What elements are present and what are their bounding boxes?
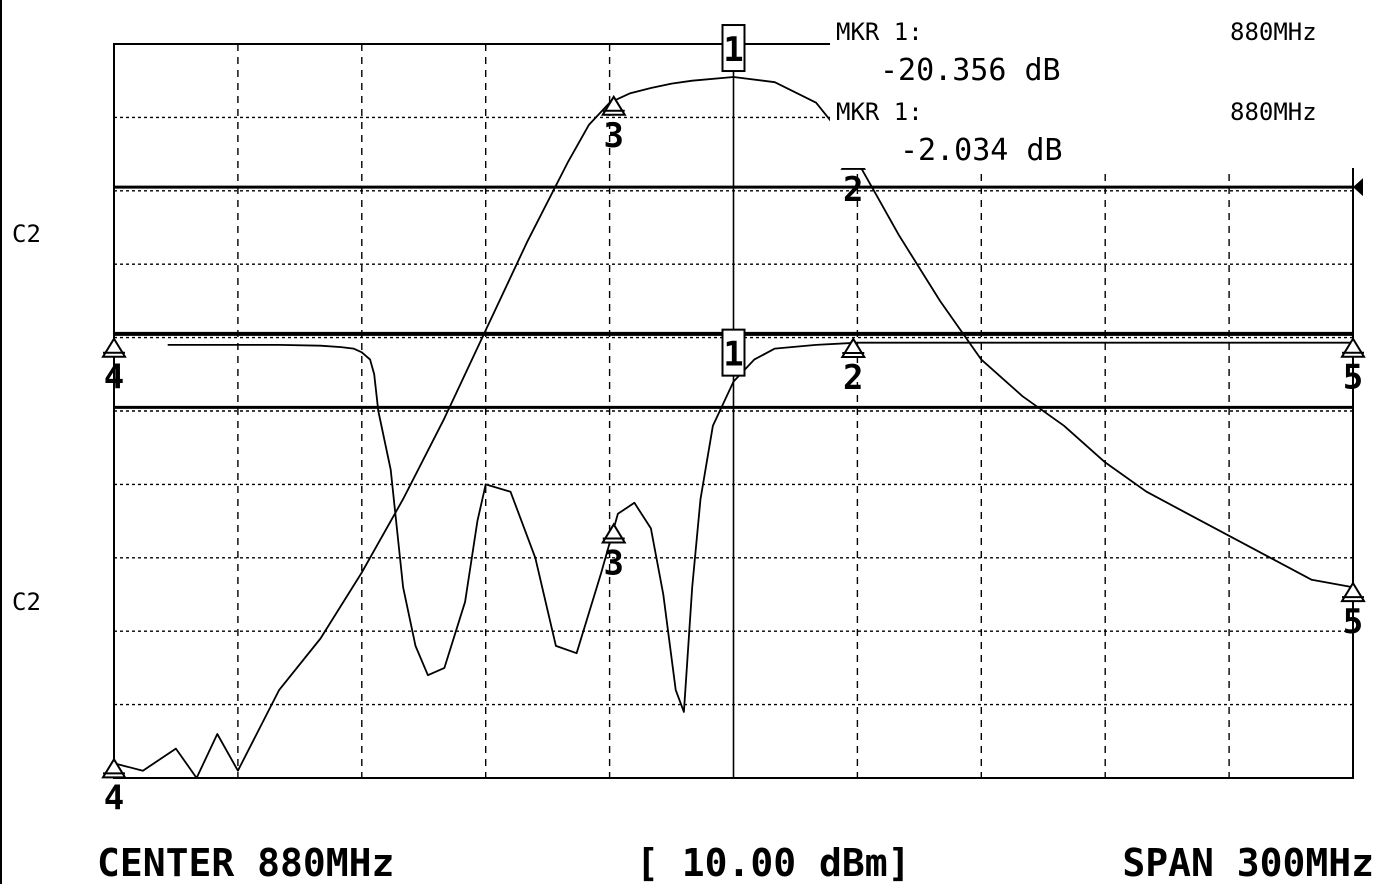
marker-box xyxy=(721,328,746,377)
marker-2-reflection: 2 xyxy=(840,337,867,398)
marker-triangle xyxy=(101,757,127,779)
marker-readout-value-2: -2.034 dB xyxy=(900,133,1063,168)
traces xyxy=(113,76,1354,779)
marker-readout-backdrop xyxy=(830,20,1355,168)
marker-label: 2 xyxy=(843,170,863,210)
marker-1-reflection: 1 xyxy=(721,328,746,377)
marker-label: 1 xyxy=(723,335,743,375)
channel-label-2: C2 xyxy=(12,588,41,616)
marker-3-transmission: 3 xyxy=(600,94,627,156)
marker-1-transmission: 1 xyxy=(721,24,746,73)
marker-box xyxy=(721,24,746,73)
marker-triangle xyxy=(600,522,627,544)
reference-level-label: [ 10.00 dBm] xyxy=(636,841,911,884)
marker-5-transmission: 5 xyxy=(1340,581,1366,642)
marker-3-reflection: 3 xyxy=(600,522,627,583)
marker-readout-freq-2: 880MHz xyxy=(1230,98,1317,126)
marker-triangle xyxy=(101,336,127,358)
marker-label: 5 xyxy=(1343,358,1363,398)
center-frequency-label: CENTER 880MHz xyxy=(97,841,394,884)
marker-label: 5 xyxy=(1343,602,1363,642)
marker-readout-freq-1: 880MHz xyxy=(1230,18,1317,46)
marker-readout-label-2: MKR 1: xyxy=(836,98,923,126)
marker-readout-value-1: -20.356 dB xyxy=(880,53,1061,88)
marker-readout-label-1: MKR 1: xyxy=(836,18,923,46)
marker-label: 3 xyxy=(603,543,623,583)
marker-label: 4 xyxy=(104,358,124,398)
reflection-trace xyxy=(167,341,1353,713)
marker-triangle xyxy=(840,337,867,358)
marker-4-reflection: 4 xyxy=(101,336,127,398)
marker-label: 3 xyxy=(603,116,623,156)
marker-4-transmission: 4 xyxy=(101,757,127,818)
plot-grid xyxy=(113,43,1354,779)
reference-arrow xyxy=(1353,178,1363,197)
marker-triangle xyxy=(1340,336,1366,358)
marker-label: 1 xyxy=(723,30,743,70)
marker-label: 2 xyxy=(843,358,863,398)
marker-label: 4 xyxy=(104,778,124,818)
span-label: SPAN 300MHz xyxy=(1122,841,1374,884)
markers: 1 2 3 4 5 1 2 3 4 5 xyxy=(101,24,1366,818)
channel-label-1: C2 xyxy=(12,220,41,248)
marker-5-reflection: 5 xyxy=(1340,336,1366,398)
transmission-trace xyxy=(113,76,1354,779)
